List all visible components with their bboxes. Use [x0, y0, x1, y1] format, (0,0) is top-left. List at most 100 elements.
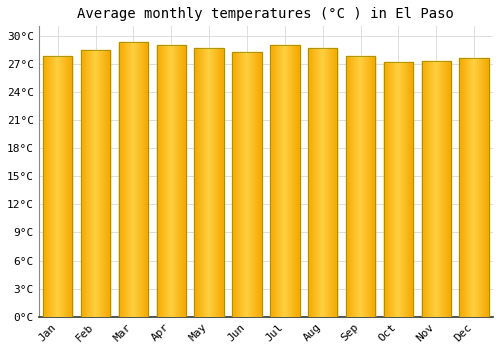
Bar: [482, 58, 483, 317]
Bar: [311, 48, 312, 317]
Bar: [422, 61, 451, 317]
Bar: [55, 56, 56, 317]
Bar: [183, 45, 184, 317]
Bar: [396, 62, 397, 317]
Bar: [156, 45, 158, 317]
Bar: [357, 56, 358, 317]
Bar: [52, 56, 54, 317]
Bar: [233, 51, 234, 317]
Bar: [241, 51, 242, 317]
Bar: [449, 61, 450, 317]
Bar: [388, 62, 389, 317]
Bar: [255, 51, 256, 317]
Bar: [220, 48, 221, 317]
Bar: [167, 45, 168, 317]
Bar: [56, 56, 57, 317]
Bar: [282, 45, 284, 317]
Bar: [320, 48, 321, 317]
Bar: [400, 62, 402, 317]
Bar: [63, 56, 64, 317]
Bar: [223, 48, 224, 317]
Bar: [426, 61, 428, 317]
Bar: [96, 50, 97, 317]
Bar: [135, 42, 136, 317]
Bar: [366, 56, 367, 317]
Bar: [101, 50, 102, 317]
Bar: [399, 62, 400, 317]
Bar: [69, 56, 70, 317]
Bar: [316, 48, 317, 317]
Bar: [253, 51, 254, 317]
Bar: [488, 58, 489, 317]
Bar: [349, 56, 350, 317]
Bar: [49, 56, 50, 317]
Bar: [83, 50, 84, 317]
Bar: [162, 45, 163, 317]
Bar: [245, 51, 246, 317]
Bar: [328, 48, 330, 317]
Bar: [222, 48, 223, 317]
Bar: [177, 45, 178, 317]
Bar: [86, 50, 88, 317]
Bar: [444, 61, 445, 317]
Bar: [438, 61, 439, 317]
Bar: [118, 42, 120, 317]
Bar: [476, 58, 477, 317]
Bar: [136, 42, 137, 317]
Bar: [474, 58, 475, 317]
Bar: [313, 48, 314, 317]
Bar: [299, 45, 300, 317]
Bar: [259, 51, 260, 317]
Bar: [409, 62, 410, 317]
Bar: [326, 48, 327, 317]
Bar: [68, 56, 69, 317]
Bar: [398, 62, 399, 317]
Bar: [194, 48, 195, 317]
Bar: [462, 58, 463, 317]
Bar: [130, 42, 131, 317]
Bar: [276, 45, 278, 317]
Bar: [353, 56, 354, 317]
Title: Average monthly temperatures (°C ) in El Paso: Average monthly temperatures (°C ) in El…: [78, 7, 454, 21]
Bar: [273, 45, 274, 317]
Bar: [66, 56, 68, 317]
Bar: [389, 62, 390, 317]
Bar: [209, 48, 210, 317]
Bar: [271, 45, 272, 317]
Bar: [346, 56, 376, 317]
Bar: [239, 51, 240, 317]
Bar: [218, 48, 220, 317]
Bar: [424, 61, 425, 317]
Bar: [295, 45, 296, 317]
Bar: [281, 45, 282, 317]
Bar: [121, 42, 122, 317]
Bar: [100, 50, 101, 317]
Bar: [156, 45, 186, 317]
Bar: [330, 48, 331, 317]
Bar: [109, 50, 110, 317]
Bar: [348, 56, 349, 317]
Bar: [296, 45, 298, 317]
Bar: [252, 51, 253, 317]
Bar: [386, 62, 388, 317]
Bar: [43, 56, 44, 317]
Bar: [450, 61, 451, 317]
Bar: [317, 48, 318, 317]
Bar: [406, 62, 408, 317]
Bar: [464, 58, 466, 317]
Bar: [422, 61, 423, 317]
Bar: [250, 51, 252, 317]
Bar: [172, 45, 173, 317]
Bar: [221, 48, 222, 317]
Bar: [392, 62, 394, 317]
Bar: [146, 42, 148, 317]
Bar: [346, 56, 348, 317]
Bar: [84, 50, 86, 317]
Bar: [278, 45, 279, 317]
Bar: [423, 61, 424, 317]
Bar: [435, 61, 436, 317]
Bar: [166, 45, 167, 317]
Bar: [169, 45, 170, 317]
Bar: [123, 42, 124, 317]
Bar: [385, 62, 386, 317]
